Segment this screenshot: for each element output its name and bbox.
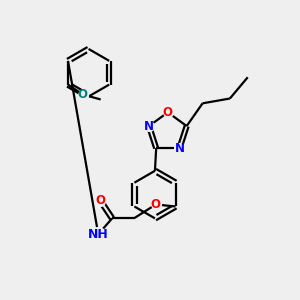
- Text: NH: NH: [88, 228, 109, 241]
- Text: O: O: [163, 106, 173, 119]
- Text: N: N: [175, 142, 184, 155]
- Text: O: O: [151, 198, 161, 211]
- Text: O: O: [78, 88, 88, 101]
- Text: N: N: [144, 119, 154, 133]
- Text: O: O: [95, 194, 105, 207]
